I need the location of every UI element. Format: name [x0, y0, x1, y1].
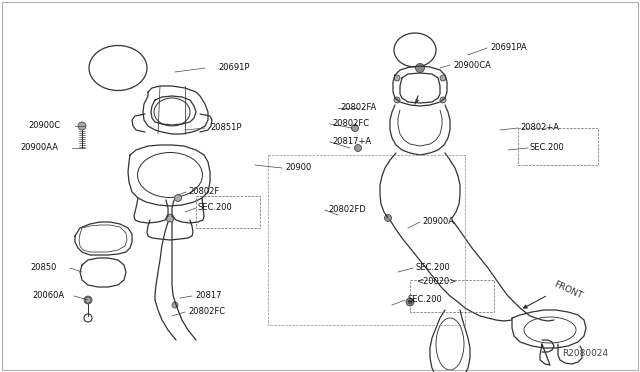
Circle shape [351, 125, 358, 131]
Circle shape [394, 97, 400, 103]
Circle shape [415, 64, 424, 73]
Circle shape [85, 297, 91, 303]
Text: 20900: 20900 [285, 164, 311, 173]
Text: 20900C: 20900C [28, 122, 60, 131]
Circle shape [394, 75, 400, 81]
Circle shape [440, 75, 446, 81]
Text: R2080024: R2080024 [562, 349, 608, 358]
Text: 20900AA: 20900AA [20, 144, 58, 153]
Text: SEC.200: SEC.200 [198, 203, 233, 212]
Text: 20691P: 20691P [218, 64, 250, 73]
Circle shape [166, 214, 174, 222]
Text: 20691PA: 20691PA [490, 44, 527, 52]
Text: 20817+A: 20817+A [332, 138, 371, 147]
Text: SEC.200: SEC.200 [530, 144, 564, 153]
Text: FRONT: FRONT [552, 279, 584, 301]
Circle shape [355, 144, 362, 151]
Text: 20900A: 20900A [422, 218, 454, 227]
Text: <20020>: <20020> [416, 276, 456, 285]
Text: 20802+A: 20802+A [520, 124, 559, 132]
Circle shape [172, 302, 178, 308]
Text: 20060A: 20060A [32, 291, 64, 299]
Text: 20802FC: 20802FC [188, 307, 225, 315]
Circle shape [84, 296, 92, 304]
Text: 20802FD: 20802FD [328, 205, 365, 215]
Circle shape [408, 300, 412, 304]
Text: 20802F: 20802F [188, 187, 220, 196]
Text: 20802FA: 20802FA [340, 103, 376, 112]
Text: 20900CA: 20900CA [453, 61, 491, 70]
Text: 20817: 20817 [195, 291, 221, 299]
Text: SEC.200: SEC.200 [408, 295, 443, 305]
Circle shape [440, 97, 446, 103]
Text: 20802FC: 20802FC [332, 119, 369, 128]
Circle shape [385, 215, 392, 221]
Circle shape [78, 122, 86, 130]
Text: 20851P: 20851P [210, 124, 241, 132]
Circle shape [406, 298, 414, 306]
Circle shape [175, 195, 182, 202]
Text: SEC.200: SEC.200 [416, 263, 451, 273]
Text: 20850: 20850 [30, 263, 56, 273]
